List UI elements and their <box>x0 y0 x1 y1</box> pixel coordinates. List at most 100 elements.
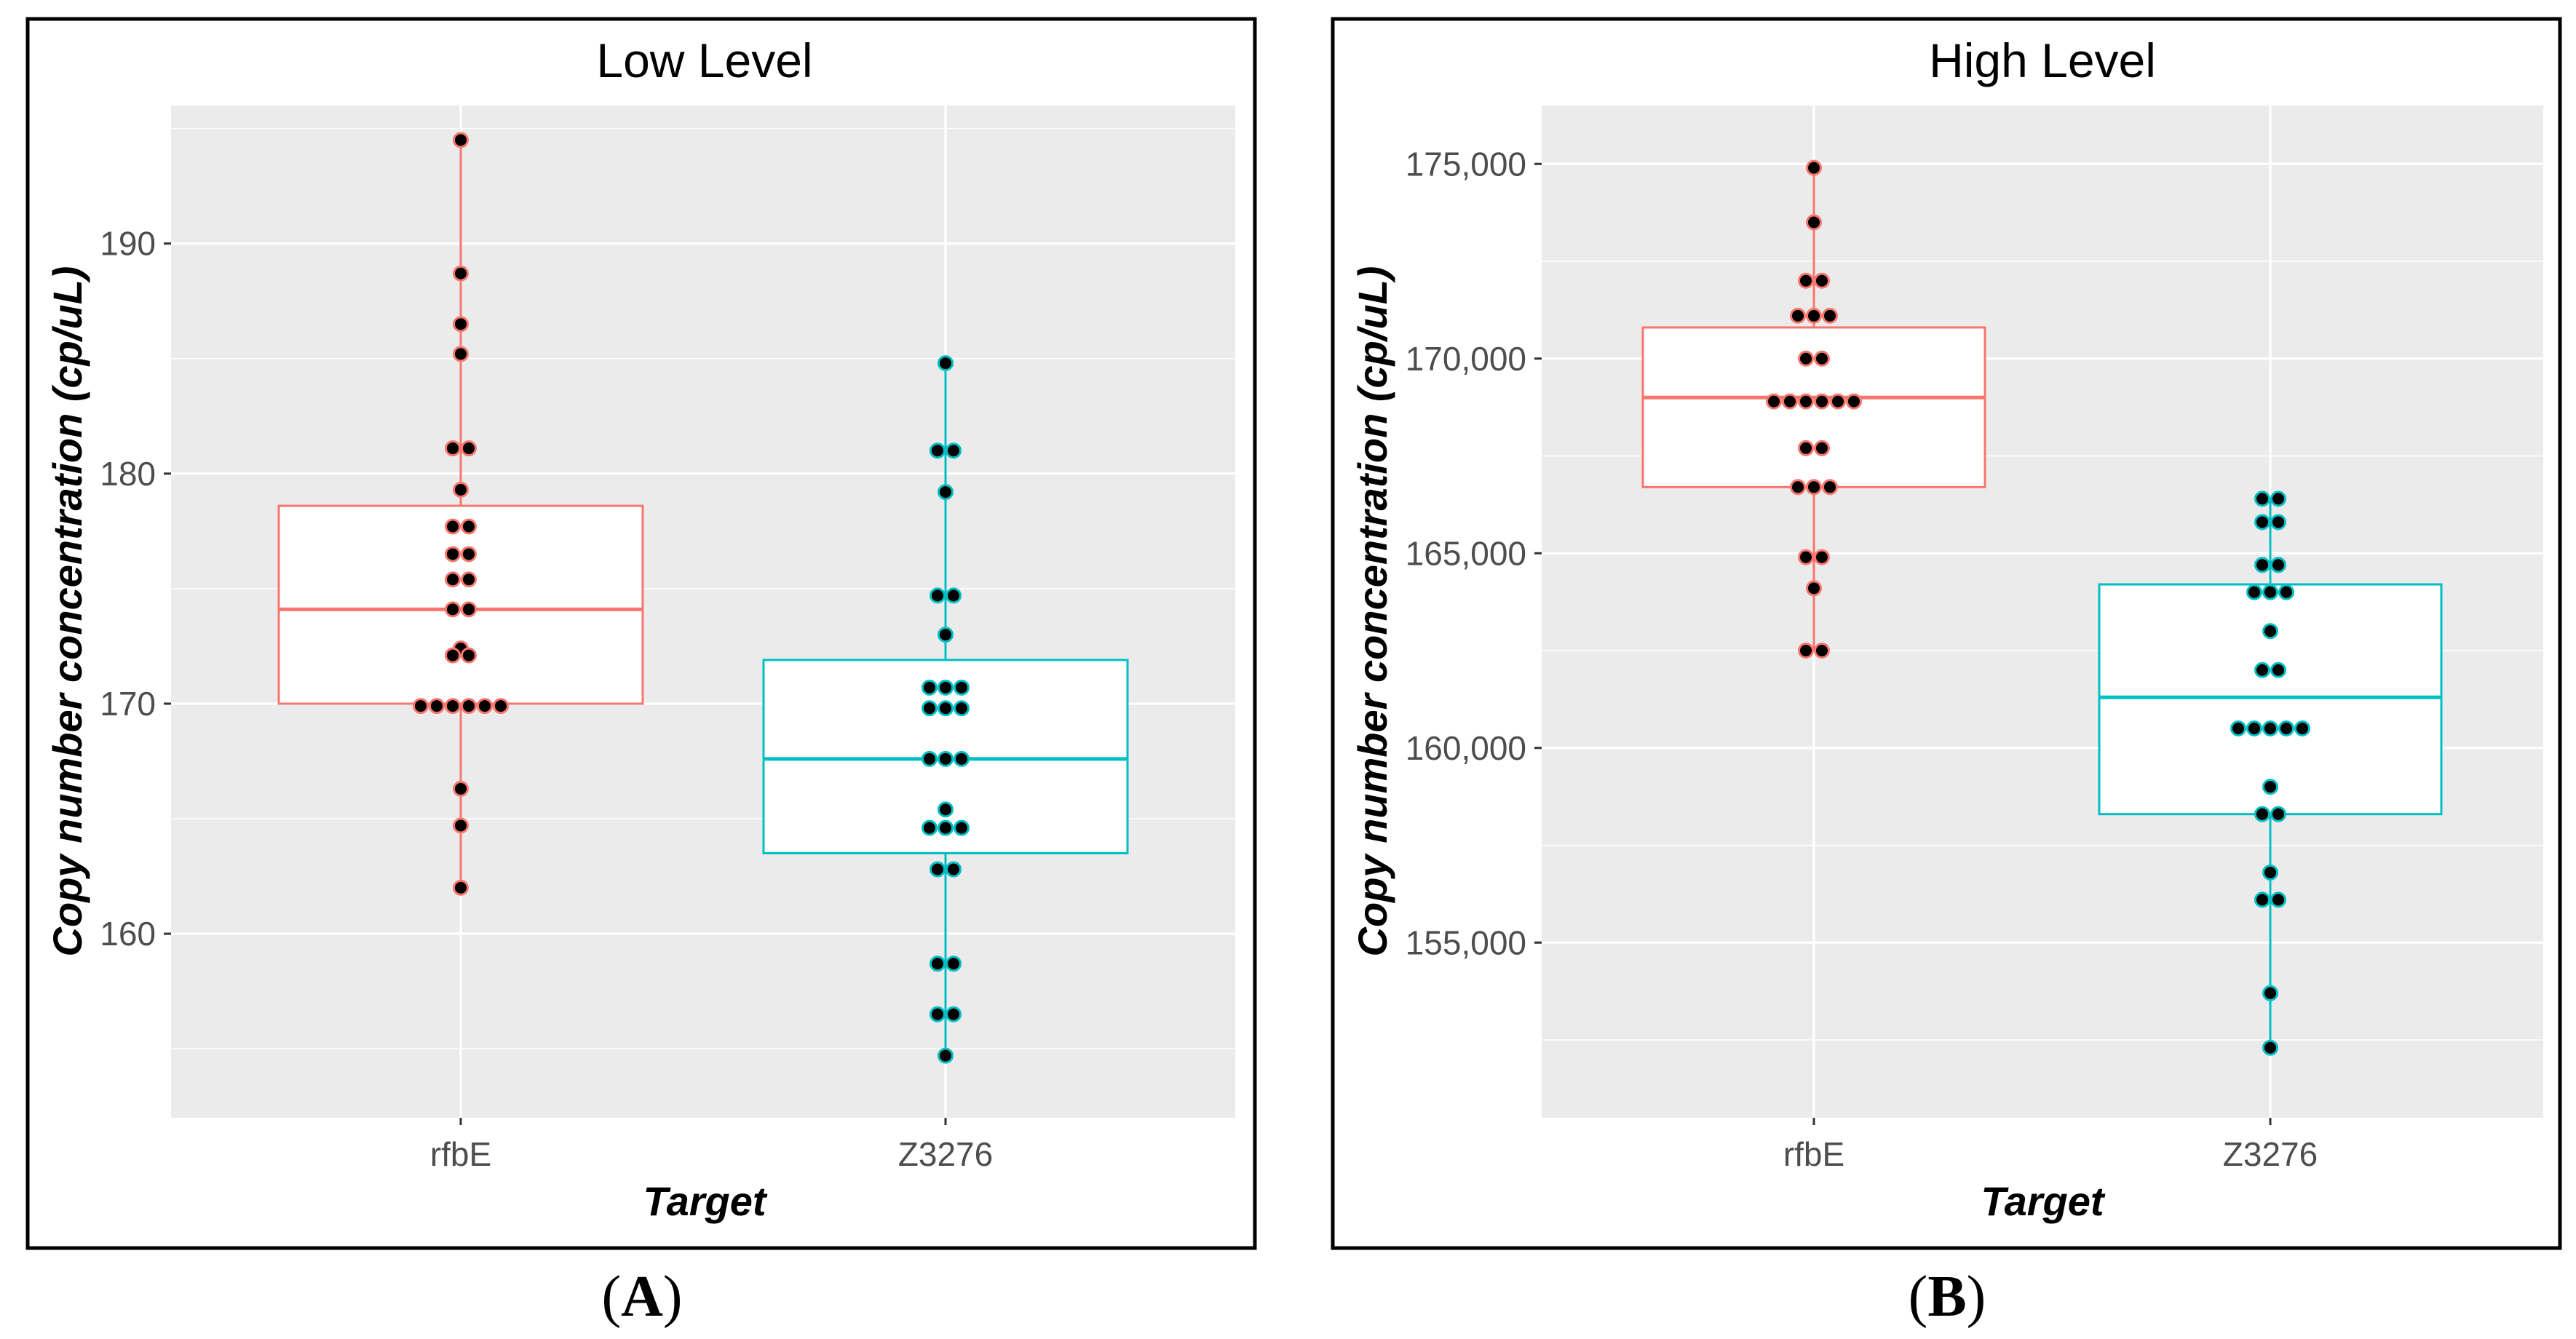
data-point-Z3276 <box>2246 584 2262 600</box>
data-point-Z3276 <box>946 442 962 459</box>
data-point-rfbE <box>1806 214 1822 231</box>
panel-a-marks <box>277 132 1129 1064</box>
data-point-Z3276 <box>954 750 970 767</box>
data-point-rfbE <box>1814 440 1830 456</box>
data-point-rfbE <box>477 698 493 715</box>
data-point-Z3276 <box>954 819 970 836</box>
data-point-rfbE <box>453 780 469 797</box>
panel-b-xtick-rfbE: rfbE <box>1783 1135 1844 1173</box>
data-point-Z3276 <box>938 627 954 643</box>
data-point-Z3276 <box>946 587 962 604</box>
data-point-rfbE <box>461 601 477 618</box>
data-point-rfbE <box>1790 307 1806 324</box>
data-point-Z3276 <box>2262 779 2278 795</box>
data-point-rfbE <box>461 518 477 535</box>
y-tick-label: 165,000 <box>1406 534 1526 572</box>
data-point-Z3276 <box>922 679 938 696</box>
data-point-Z3276 <box>2270 806 2286 822</box>
data-point-rfbE <box>1846 393 1862 410</box>
data-point-rfbE <box>453 481 469 498</box>
data-point-Z3276 <box>2278 720 2294 736</box>
data-point-rfbE <box>453 265 469 282</box>
data-point-Z3276 <box>2230 720 2246 736</box>
data-point-rfbE <box>1806 479 1822 496</box>
box-rfbE <box>277 504 644 705</box>
data-point-Z3276 <box>938 1047 954 1064</box>
data-point-rfbE <box>1822 307 1838 324</box>
data-point-rfbE <box>1790 479 1806 496</box>
data-point-Z3276 <box>2262 985 2278 1001</box>
data-point-Z3276 <box>938 700 954 717</box>
data-point-rfbE <box>453 879 469 896</box>
data-point-Z3276 <box>2270 891 2286 908</box>
data-point-rfbE <box>413 698 429 715</box>
data-point-rfbE <box>1814 549 1830 565</box>
data-point-rfbE <box>1798 393 1814 410</box>
panel-a-y-axis: 160 170 180 190 <box>100 225 171 953</box>
data-point-Z3276 <box>2270 661 2286 678</box>
data-point-Z3276 <box>2270 557 2286 573</box>
y-tick-label: 160 <box>100 915 156 953</box>
data-point-rfbE <box>461 571 477 588</box>
data-point-rfbE <box>1830 393 1846 410</box>
data-point-Z3276 <box>2254 514 2270 531</box>
panel-b-letter: (B) <box>1909 1265 1986 1329</box>
data-point-rfbE <box>453 817 469 834</box>
panel-b-x-axis-label: Target <box>1981 1178 2105 1224</box>
data-point-rfbE <box>461 440 477 457</box>
data-point-Z3276 <box>2262 1039 2278 1056</box>
data-point-rfbE <box>461 647 477 664</box>
y-tick-label: 170,000 <box>1406 340 1526 378</box>
data-point-Z3276 <box>938 750 954 767</box>
data-point-Z3276 <box>938 679 954 696</box>
data-point-Z3276 <box>938 819 954 836</box>
data-point-rfbE <box>1814 350 1830 367</box>
data-point-Z3276 <box>2270 490 2286 507</box>
y-tick-label: 190 <box>100 225 156 263</box>
data-point-Z3276 <box>930 955 946 972</box>
panel-a-letter: (A) <box>601 1265 682 1329</box>
data-point-rfbE <box>1782 393 1798 410</box>
data-point-Z3276 <box>930 861 946 878</box>
data-point-rfbE <box>453 132 469 148</box>
y-tick-label: 155,000 <box>1406 923 1526 961</box>
data-point-rfbE <box>1798 549 1814 565</box>
panel-b-y-axis-label: Copy number concentration (cp/uL) <box>1350 266 1395 957</box>
data-point-rfbE <box>445 571 461 588</box>
data-point-Z3276 <box>938 355 954 372</box>
data-point-rfbE <box>493 698 509 715</box>
data-point-rfbE <box>445 518 461 535</box>
panel-a-x-axis-label: Target <box>643 1178 767 1224</box>
panel-a-letter-text: A <box>621 1265 663 1329</box>
data-point-Z3276 <box>922 819 938 836</box>
data-point-Z3276 <box>922 700 938 717</box>
panel-a-title: Low Level <box>596 33 812 87</box>
data-point-Z3276 <box>938 801 954 818</box>
data-point-Z3276 <box>946 861 962 878</box>
data-point-Z3276 <box>2262 864 2278 881</box>
data-point-rfbE <box>445 698 461 715</box>
data-point-rfbE <box>1798 440 1814 456</box>
data-point-rfbE <box>445 601 461 618</box>
data-point-Z3276 <box>2254 891 2270 908</box>
data-point-Z3276 <box>2254 557 2270 573</box>
data-point-Z3276 <box>2278 584 2294 600</box>
data-point-Z3276 <box>2246 720 2262 736</box>
data-point-Z3276 <box>954 700 970 717</box>
data-point-Z3276 <box>2262 720 2278 736</box>
data-point-rfbE <box>453 346 469 362</box>
panel-a-xtick-rfbE: rfbE <box>430 1135 491 1173</box>
data-point-Z3276 <box>2294 720 2310 736</box>
data-point-Z3276 <box>946 955 962 972</box>
y-tick-label: 180 <box>100 455 156 493</box>
data-point-rfbE <box>1766 393 1782 410</box>
data-point-Z3276 <box>930 1006 946 1022</box>
data-point-Z3276 <box>922 750 938 767</box>
data-point-rfbE <box>429 698 445 715</box>
data-point-rfbE <box>1814 643 1830 659</box>
panel-b-xtick-Z3276: Z3276 <box>2223 1135 2318 1173</box>
data-point-Z3276 <box>930 587 946 604</box>
panel-b: High Level 155,000160,000165,000170,0001… <box>1331 17 2562 1250</box>
data-point-Z3276 <box>946 1006 962 1022</box>
